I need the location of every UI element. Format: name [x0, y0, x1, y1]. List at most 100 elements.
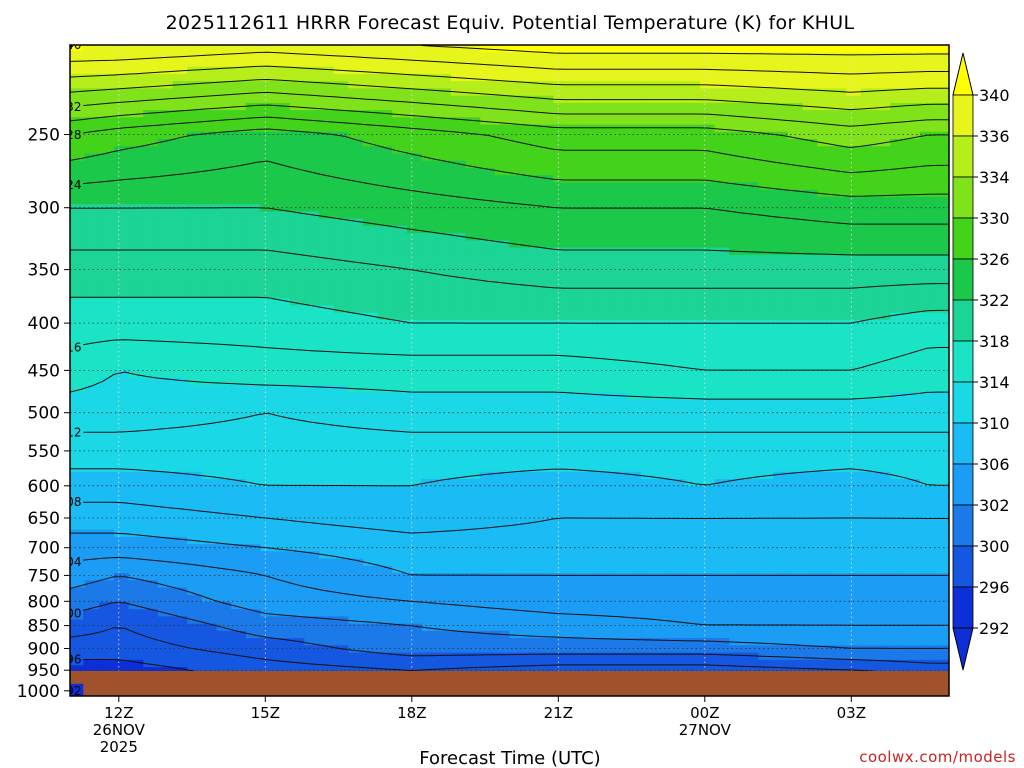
fill-cell — [421, 348, 437, 357]
fill-cell — [509, 233, 525, 241]
fill-cell — [597, 290, 613, 299]
fill-cell — [612, 182, 628, 191]
fill-cell — [201, 435, 218, 444]
fill-cell — [743, 363, 760, 372]
fill-cell — [377, 269, 393, 277]
fill-cell — [216, 298, 232, 306]
fill-cell — [377, 218, 393, 227]
fill-cell — [260, 334, 276, 343]
fill-cell — [612, 551, 628, 560]
fill-cell — [421, 377, 437, 386]
fill-cell — [626, 565, 642, 574]
fill-cell — [670, 493, 686, 502]
fill-cell — [231, 117, 247, 126]
fill-cell — [260, 211, 276, 220]
fill-cell — [216, 616, 232, 625]
fill-cell — [626, 529, 642, 538]
fill-cell — [114, 348, 130, 357]
fill-cell — [846, 276, 862, 285]
fill-cell — [304, 442, 320, 451]
fill-cell — [699, 168, 716, 176]
fill-cell — [436, 515, 452, 523]
fill-cell — [729, 211, 745, 220]
fill-cell — [568, 218, 584, 227]
fill-cell — [758, 536, 774, 545]
fill-cell — [319, 233, 335, 241]
fill-cell — [685, 558, 701, 567]
fill-cell — [743, 81, 760, 89]
fill-cell — [787, 594, 804, 603]
fill-cell — [612, 587, 628, 596]
fill-cell — [231, 312, 247, 321]
fill-cell — [436, 500, 452, 509]
fill-cell — [817, 312, 833, 321]
fill-cell — [831, 609, 847, 617]
fill-cell — [699, 630, 716, 639]
fill-cell — [699, 616, 716, 625]
fill-cell — [524, 616, 540, 625]
fill-cell — [817, 500, 833, 509]
fill-cell — [699, 500, 716, 509]
fill-cell — [201, 609, 218, 617]
fill-cell — [304, 45, 320, 53]
fill-cell — [70, 479, 86, 487]
fill-cell — [641, 117, 657, 126]
fill-cell — [626, 341, 642, 350]
fill-cell — [656, 66, 672, 75]
fill-cell — [685, 225, 701, 234]
fill-cell — [494, 551, 511, 560]
fill-cell — [128, 45, 144, 53]
fill-cell — [597, 102, 613, 111]
fill-cell — [465, 341, 481, 350]
fill-cell — [685, 153, 701, 162]
fill-cell — [333, 587, 349, 596]
fill-cell — [714, 587, 730, 596]
fill-cell — [304, 450, 320, 458]
fill-cell — [787, 312, 804, 321]
fill-cell — [656, 507, 672, 516]
fill-cell — [231, 66, 247, 75]
fill-cell — [114, 580, 130, 589]
fill-cell — [641, 471, 657, 480]
fill-cell — [729, 486, 745, 494]
fill-cell — [172, 233, 188, 241]
fill-cell — [421, 464, 437, 473]
fill-cell — [817, 370, 833, 379]
fill-cell — [172, 254, 188, 263]
fill-cell — [861, 594, 877, 603]
fill-cell — [480, 616, 496, 625]
fill-cell — [685, 211, 701, 220]
fill-cell — [817, 609, 833, 617]
fill-cell — [787, 471, 804, 480]
fill-cell — [670, 399, 686, 408]
fill-cell — [289, 471, 306, 480]
fill-cell — [831, 515, 847, 523]
fill-cell — [157, 312, 174, 321]
fill-cell — [802, 385, 818, 393]
fill-cell — [758, 196, 774, 205]
fill-cell — [787, 392, 804, 400]
fill-cell — [494, 117, 511, 126]
fill-cell — [846, 131, 862, 140]
fill-cell — [231, 319, 247, 328]
fill-cell — [245, 290, 262, 299]
fill-cell — [406, 66, 423, 75]
fill-cell — [436, 269, 452, 277]
fill-cell — [861, 565, 877, 574]
fill-cell — [172, 609, 188, 617]
fill-cell — [84, 565, 100, 574]
fill-cell — [524, 645, 540, 654]
fill-cell — [743, 298, 760, 306]
fill-cell — [319, 435, 335, 444]
fill-cell — [231, 283, 247, 292]
fill-cell — [817, 573, 833, 581]
fill-cell — [377, 500, 393, 509]
fill-cell — [392, 305, 408, 314]
fill-cell — [172, 652, 188, 661]
fill-cell — [450, 522, 467, 531]
fill-cell — [99, 254, 115, 263]
fill-cell — [421, 406, 437, 415]
fill-cell — [582, 218, 599, 227]
fill-cell — [729, 327, 745, 335]
fill-cell — [656, 609, 672, 617]
